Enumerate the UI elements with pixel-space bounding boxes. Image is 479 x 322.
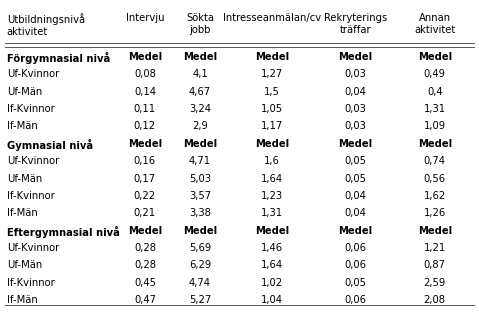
Text: 3,38: 3,38 [189, 208, 211, 218]
Text: If-Kvinnor: If-Kvinnor [7, 104, 55, 114]
Text: 1,04: 1,04 [261, 295, 283, 305]
Text: 1,31: 1,31 [261, 208, 283, 218]
Text: 1,64: 1,64 [261, 260, 283, 270]
Text: 1,6: 1,6 [264, 156, 280, 166]
Text: Intervju: Intervju [125, 13, 164, 23]
Text: 0,03: 0,03 [345, 104, 366, 114]
Text: Medel: Medel [128, 139, 162, 149]
Text: Medel: Medel [339, 52, 373, 62]
Text: Medel: Medel [418, 52, 452, 62]
Text: 0,05: 0,05 [345, 174, 366, 184]
Text: Uf-Kvinnor: Uf-Kvinnor [7, 156, 59, 166]
Text: 0,11: 0,11 [134, 104, 156, 114]
Text: 0,28: 0,28 [134, 260, 156, 270]
Text: 0,56: 0,56 [423, 174, 446, 184]
Text: 0,06: 0,06 [345, 243, 366, 253]
Text: 0,17: 0,17 [134, 174, 156, 184]
Text: 0,03: 0,03 [345, 69, 366, 79]
Text: Utbildningsnivå
aktivitet: Utbildningsnivå aktivitet [7, 13, 85, 37]
Text: 1,21: 1,21 [423, 243, 446, 253]
Text: Uf-Kvinnor: Uf-Kvinnor [7, 69, 59, 79]
Text: Medel: Medel [418, 139, 452, 149]
Text: 4,74: 4,74 [189, 278, 211, 288]
Text: 4,71: 4,71 [189, 156, 211, 166]
Text: 1,23: 1,23 [261, 191, 283, 201]
Text: Medel: Medel [128, 226, 162, 236]
Text: 1,31: 1,31 [423, 104, 446, 114]
Text: 1,27: 1,27 [261, 69, 283, 79]
Text: 0,14: 0,14 [134, 87, 156, 97]
Text: Uf-Kvinnor: Uf-Kvinnor [7, 243, 59, 253]
Text: Uf-Män: Uf-Män [7, 87, 42, 97]
Text: Medel: Medel [255, 139, 289, 149]
Text: Medel: Medel [418, 226, 452, 236]
Text: 0,16: 0,16 [134, 156, 156, 166]
Text: 1,02: 1,02 [261, 278, 283, 288]
Text: 4,67: 4,67 [189, 87, 211, 97]
Text: If-Kvinnor: If-Kvinnor [7, 278, 55, 288]
Text: 0,08: 0,08 [134, 69, 156, 79]
Text: 2,59: 2,59 [423, 278, 446, 288]
Text: Medel: Medel [339, 226, 373, 236]
Text: 0,4: 0,4 [427, 87, 443, 97]
Text: Förgymnasial nivå: Förgymnasial nivå [7, 52, 110, 64]
Text: 5,03: 5,03 [189, 174, 211, 184]
Text: 0,03: 0,03 [345, 121, 366, 131]
Text: 1,17: 1,17 [261, 121, 283, 131]
Text: If-Män: If-Män [7, 208, 37, 218]
Text: 1,5: 1,5 [264, 87, 280, 97]
Text: 0,45: 0,45 [134, 278, 156, 288]
Text: 0,05: 0,05 [345, 278, 366, 288]
Text: 0,21: 0,21 [134, 208, 156, 218]
Text: 6,29: 6,29 [189, 260, 211, 270]
Text: Medel: Medel [255, 226, 289, 236]
Text: Uf-Män: Uf-Män [7, 174, 42, 184]
Text: 0,74: 0,74 [424, 156, 445, 166]
Text: 2,08: 2,08 [424, 295, 445, 305]
Text: 0,47: 0,47 [134, 295, 156, 305]
Text: Medel: Medel [183, 52, 217, 62]
Text: 0,49: 0,49 [424, 69, 445, 79]
Text: 0,04: 0,04 [345, 208, 366, 218]
Text: 1,64: 1,64 [261, 174, 283, 184]
Text: 0,05: 0,05 [345, 156, 366, 166]
Text: 0,04: 0,04 [345, 191, 366, 201]
Text: 0,22: 0,22 [134, 191, 156, 201]
Text: 5,27: 5,27 [189, 295, 211, 305]
Text: Medel: Medel [128, 52, 162, 62]
Text: Rekryterings
träffar: Rekryterings träffar [324, 13, 388, 35]
Text: 3,24: 3,24 [189, 104, 211, 114]
Text: Medel: Medel [183, 226, 217, 236]
Text: Medel: Medel [183, 139, 217, 149]
Text: Eftergymnasial nivå: Eftergymnasial nivå [7, 226, 120, 238]
Text: Sökta
jobb: Sökta jobb [186, 13, 214, 35]
Text: If-Män: If-Män [7, 295, 37, 305]
Text: 2,9: 2,9 [192, 121, 208, 131]
Text: 0,04: 0,04 [345, 87, 366, 97]
Text: 3,57: 3,57 [189, 191, 211, 201]
Text: 0,06: 0,06 [345, 295, 366, 305]
Text: 0,87: 0,87 [424, 260, 445, 270]
Text: If-Män: If-Män [7, 121, 37, 131]
Text: Annan
aktivitet: Annan aktivitet [414, 13, 456, 35]
Text: 1,26: 1,26 [423, 208, 446, 218]
Text: 1,62: 1,62 [423, 191, 446, 201]
Text: 1,05: 1,05 [261, 104, 283, 114]
Text: 1,09: 1,09 [423, 121, 446, 131]
Text: Uf-Män: Uf-Män [7, 260, 42, 270]
Text: 1,46: 1,46 [261, 243, 283, 253]
Text: 5,69: 5,69 [189, 243, 211, 253]
Text: If-Kvinnor: If-Kvinnor [7, 191, 55, 201]
Text: 0,06: 0,06 [345, 260, 366, 270]
Text: 4,1: 4,1 [192, 69, 208, 79]
Text: 0,28: 0,28 [134, 243, 156, 253]
Text: Intresseanmälan/cv: Intresseanmälan/cv [223, 13, 321, 23]
Text: 0,12: 0,12 [134, 121, 156, 131]
Text: Medel: Medel [339, 139, 373, 149]
Text: Medel: Medel [255, 52, 289, 62]
Text: Gymnasial nivå: Gymnasial nivå [7, 139, 93, 151]
